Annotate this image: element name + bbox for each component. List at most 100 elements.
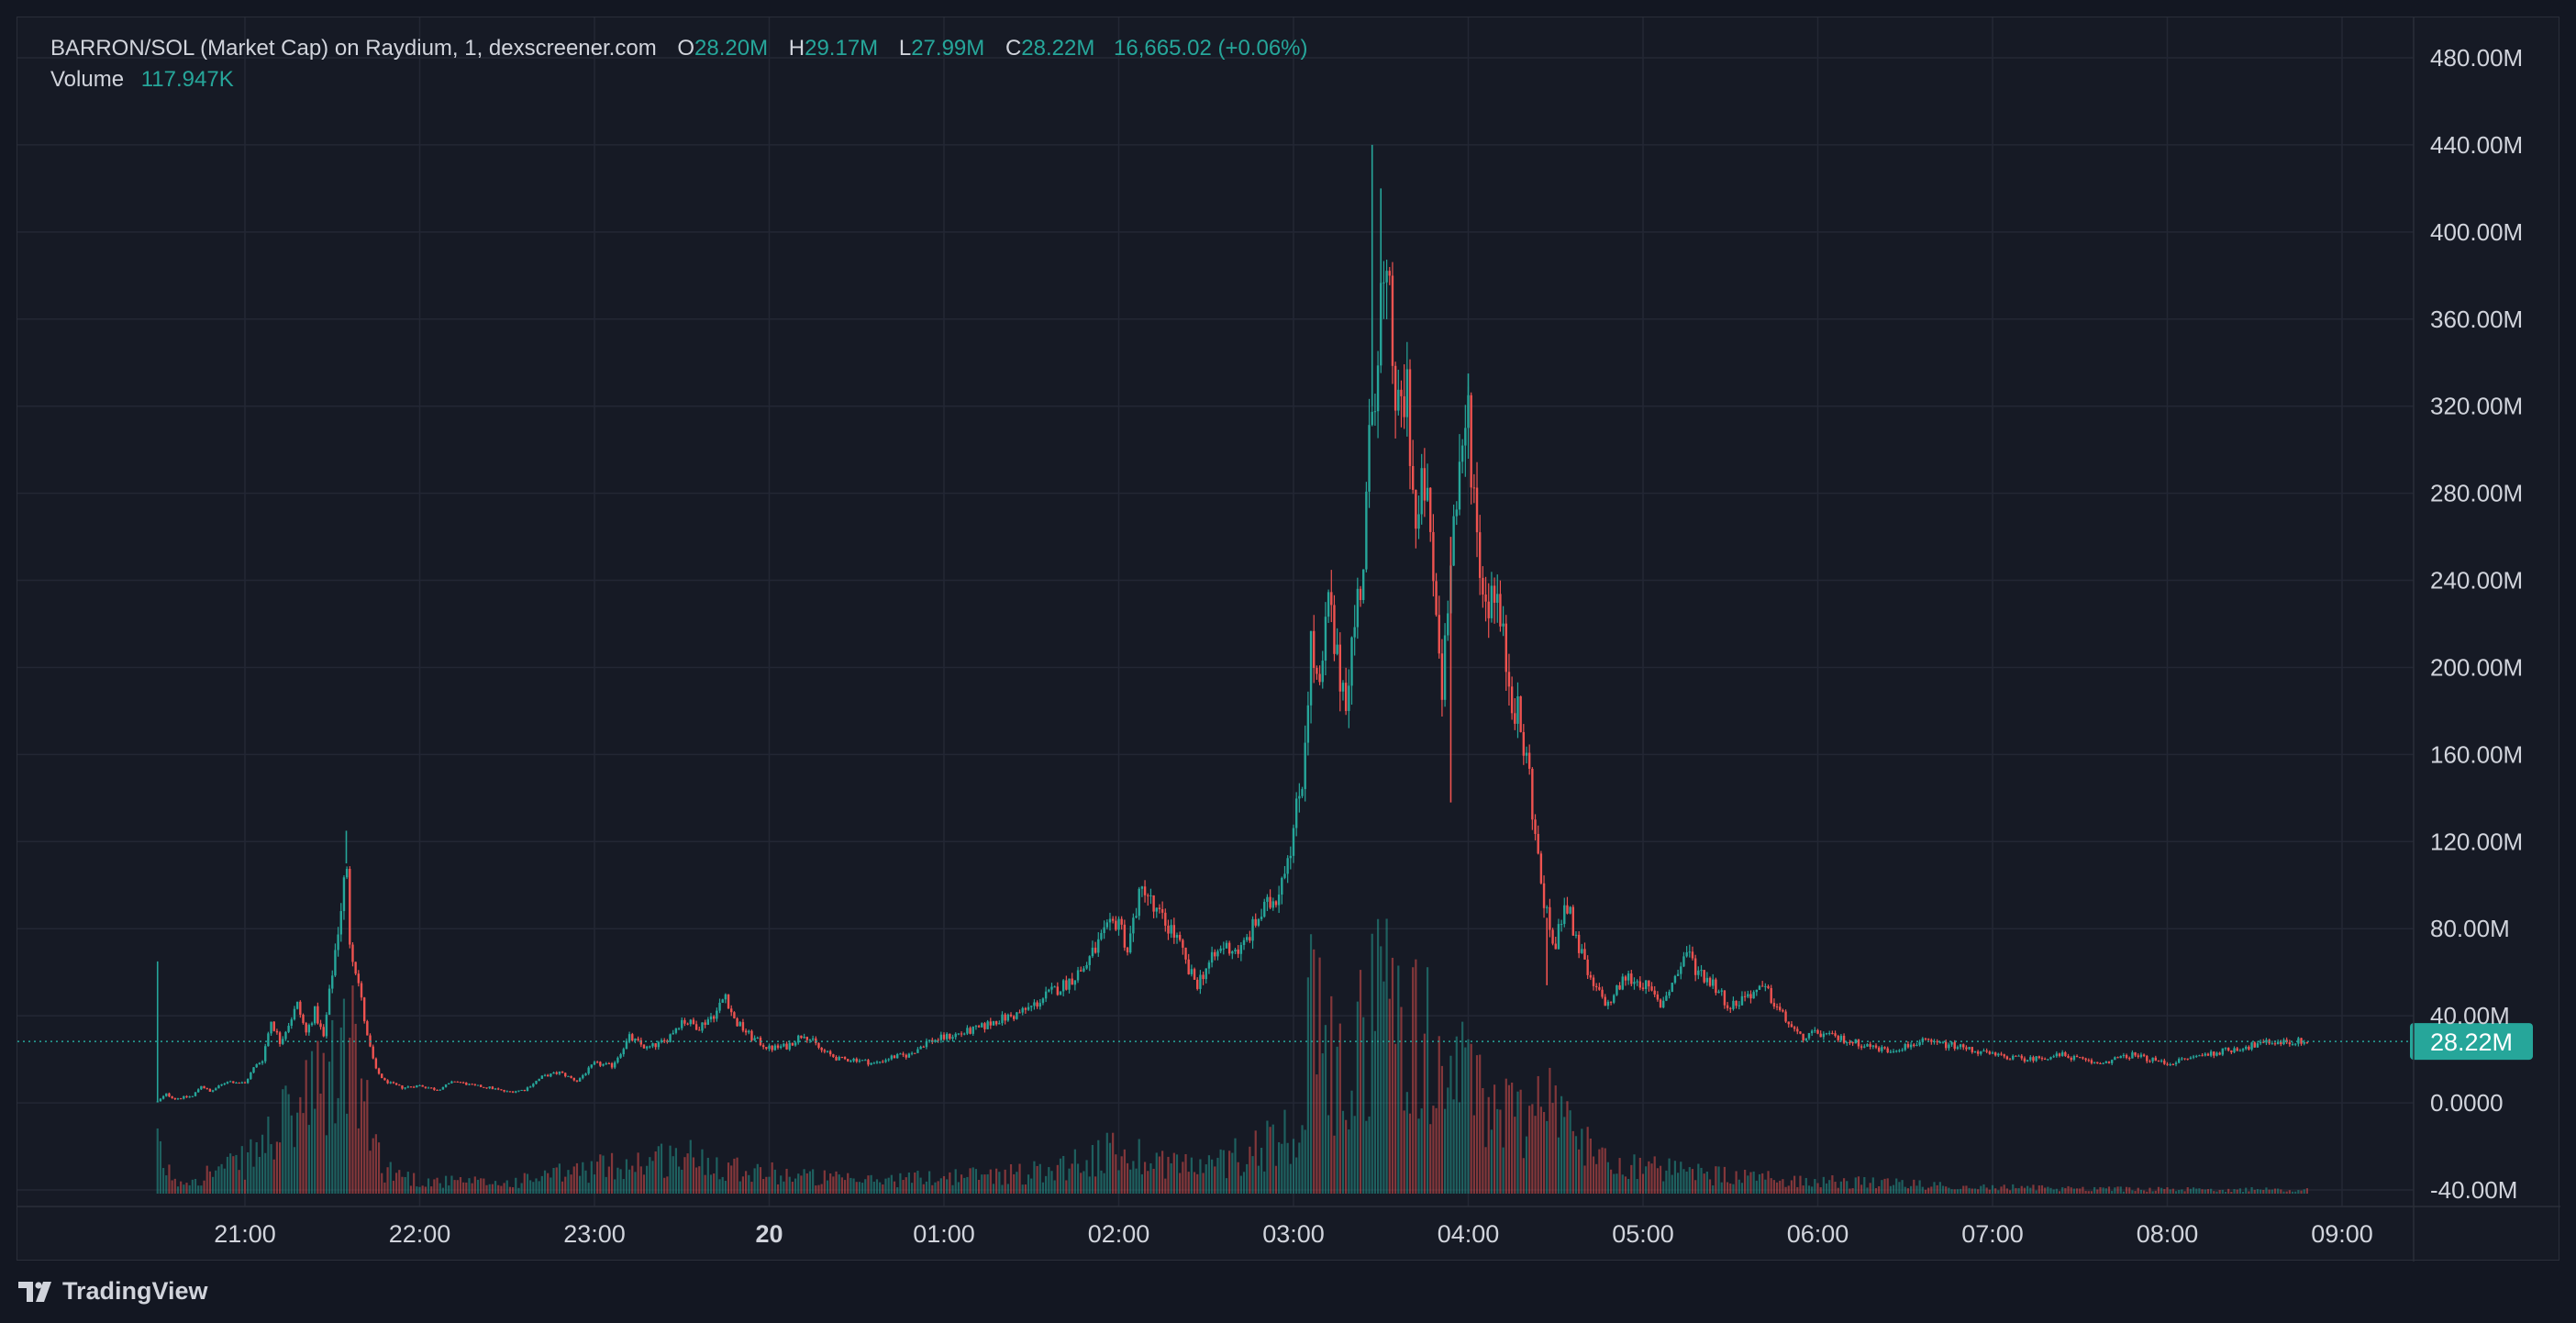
volume-bar xyxy=(978,1179,981,1194)
candle-body xyxy=(1953,1042,1956,1050)
candle-body xyxy=(2116,1057,2119,1059)
volume-bar xyxy=(1525,1136,1528,1194)
volume-bar xyxy=(1881,1180,1883,1194)
volume-bar xyxy=(2213,1191,2215,1194)
volume-bar xyxy=(1755,1180,1758,1194)
volume-bar xyxy=(2280,1189,2282,1194)
candle-body xyxy=(2119,1056,2122,1059)
candle-body xyxy=(1668,992,1671,996)
volume-bar xyxy=(882,1184,884,1194)
candle-body xyxy=(1257,918,1260,926)
candle-body xyxy=(1577,934,1581,953)
volume-bar xyxy=(547,1173,550,1194)
volume-bar xyxy=(2023,1187,2026,1194)
candle-body xyxy=(1009,1014,1013,1017)
volume-bar xyxy=(634,1172,637,1194)
volume-bar xyxy=(1566,1101,1569,1194)
volume-bar xyxy=(879,1182,882,1194)
candle-body xyxy=(861,1060,864,1062)
candle-body xyxy=(2084,1058,2087,1061)
volume-bar xyxy=(2008,1190,2012,1194)
volume-bar xyxy=(1606,1162,1609,1194)
candle-body xyxy=(1482,577,1484,595)
volume-bar xyxy=(1659,1165,1662,1194)
candle-body xyxy=(1842,1035,1846,1043)
candle-body xyxy=(1080,970,1083,972)
volume-bar xyxy=(1595,1163,1598,1194)
volume-bars xyxy=(156,918,2308,1194)
volume-bar xyxy=(296,1112,299,1194)
candle-body xyxy=(803,1037,805,1039)
volume-bar xyxy=(1214,1166,1216,1194)
chart-area[interactable]: 28.22M 480.00M 440.00M 400.00M 360.00M 320.0… xyxy=(17,17,2560,1262)
volume-bar xyxy=(1356,1001,1359,1194)
volume-bar xyxy=(2070,1187,2072,1194)
candle-body xyxy=(1650,986,1653,991)
candle-body xyxy=(1274,901,1278,906)
candle-body xyxy=(1822,1033,1826,1038)
candle-body xyxy=(607,1062,611,1064)
candle-body xyxy=(2029,1057,2032,1061)
volume-bar xyxy=(709,1174,713,1194)
volume-bar xyxy=(1749,1172,1752,1194)
volume-bar xyxy=(1435,1107,1438,1194)
y-tick-label: 200.00M xyxy=(2430,653,2523,681)
volume-bar xyxy=(2181,1189,2183,1194)
candle-body xyxy=(843,1057,847,1060)
candle-body xyxy=(1758,985,1761,990)
volume-bar xyxy=(1432,1106,1435,1194)
candle-body xyxy=(2230,1050,2233,1052)
candle-body xyxy=(1636,981,1638,983)
candle-body xyxy=(835,1056,838,1061)
volume-bar xyxy=(339,1027,342,1194)
volume-bar xyxy=(823,1170,826,1194)
candlestick-chart[interactable]: 28.22M 480.00M440.00M400.00M360.00M320.0… xyxy=(17,17,2560,1262)
candle-body xyxy=(1219,948,1222,951)
candle-body xyxy=(1170,925,1172,934)
volume-bar xyxy=(1097,1140,1100,1194)
volume-bar xyxy=(587,1183,590,1194)
volume-bar xyxy=(1563,1117,1566,1194)
candle-body xyxy=(567,1075,570,1077)
candle-body xyxy=(698,1029,701,1031)
volume-bar xyxy=(1668,1158,1671,1194)
volume-bar xyxy=(1274,1165,1278,1194)
candle-body xyxy=(2206,1053,2210,1056)
volume-bar xyxy=(325,1135,328,1194)
candle-body xyxy=(785,1043,788,1050)
tradingview-logo[interactable]: TradingView xyxy=(18,1277,208,1306)
volume-bar xyxy=(884,1178,887,1194)
volume-bar xyxy=(756,1163,759,1194)
candle-body xyxy=(2204,1053,2206,1056)
candle-body xyxy=(1860,1046,1863,1048)
volume-bar xyxy=(1196,1173,1199,1194)
candle-body xyxy=(694,1024,698,1030)
candle-body xyxy=(491,1086,494,1090)
candle-body xyxy=(1447,613,1449,636)
open-value: 28.20M xyxy=(694,36,769,61)
volume-bar xyxy=(439,1183,441,1194)
x-tick-label: 02:00 xyxy=(1088,1220,1150,1248)
volume-bar xyxy=(1839,1181,1842,1194)
candle-body xyxy=(1834,1033,1837,1037)
candle-body xyxy=(287,1026,290,1032)
candle-body xyxy=(989,1021,992,1026)
candle-body xyxy=(2303,1042,2305,1044)
volume-bar xyxy=(1438,1036,1440,1194)
candle-body xyxy=(1129,933,1132,953)
candle-body xyxy=(1472,487,1476,489)
candle-body xyxy=(599,1062,602,1066)
candle-body xyxy=(1356,588,1360,628)
candle-body xyxy=(593,1062,596,1065)
volume-bar xyxy=(1496,1108,1499,1194)
candle-body xyxy=(1187,959,1190,974)
candle-body xyxy=(1318,673,1321,683)
candle-body xyxy=(1814,1029,1816,1031)
volume-bar xyxy=(532,1182,535,1194)
candle-body xyxy=(2280,1041,2282,1045)
candle-body xyxy=(1426,487,1429,501)
volume-bar xyxy=(1143,1162,1147,1194)
candle-body xyxy=(2250,1042,2253,1050)
candle-body xyxy=(550,1073,552,1077)
candle-body xyxy=(1534,819,1537,834)
